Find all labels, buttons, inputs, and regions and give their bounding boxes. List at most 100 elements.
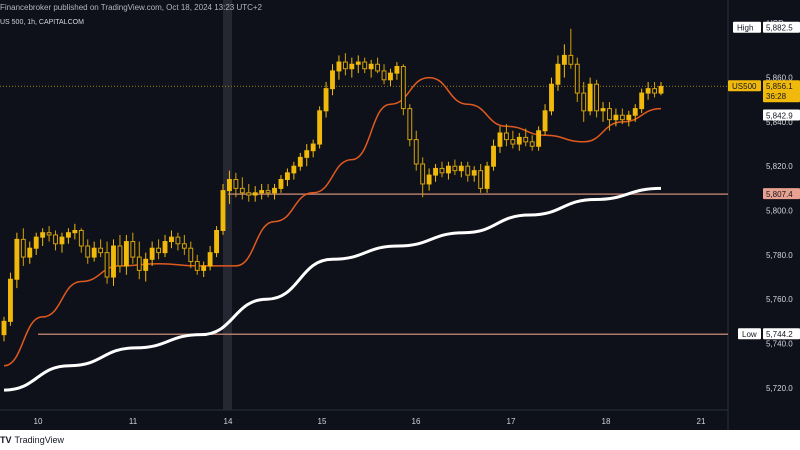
candle: [239, 177, 245, 200]
session-close-band: [223, 0, 232, 410]
candle-body: [516, 136, 522, 145]
candle: [439, 161, 445, 178]
candle: [252, 186, 258, 202]
y-tick-label: 5,860.0: [766, 74, 793, 83]
candle-body: [407, 108, 413, 141]
y-tick-label: 5,820.0: [766, 162, 793, 171]
candle-body: [233, 179, 239, 189]
candle-body: [420, 163, 426, 185]
candle-body: [20, 238, 26, 258]
candle: [111, 239, 116, 286]
price-tag-value: 5,856.1: [766, 82, 793, 91]
candle: [362, 57, 368, 74]
x-tick-label: 10: [34, 417, 43, 426]
candle: [265, 183, 271, 198]
x-tick-label: 18: [602, 417, 611, 426]
candle-body: [471, 170, 477, 176]
candle: [20, 228, 26, 266]
candle: [510, 130, 516, 149]
candle-body: [394, 65, 400, 74]
candle: [323, 82, 329, 118]
candle-body: [368, 63, 374, 70]
candle-body: [104, 252, 110, 278]
candle: [336, 55, 342, 80]
x-tick-label: 14: [224, 417, 233, 426]
candle: [246, 183, 252, 202]
candle: [413, 130, 419, 171]
candle-body: [65, 232, 71, 238]
candle-body: [561, 54, 567, 65]
candle-body: [33, 236, 39, 249]
candle: [497, 126, 503, 153]
candle: [581, 82, 587, 122]
candle: [446, 161, 451, 180]
candle: [368, 59, 374, 78]
y-tick-label: 5,800.0: [766, 207, 793, 216]
price-tag-label-box: [728, 80, 761, 92]
candle-body: [227, 179, 232, 192]
price-chart: USD 5,720.05,740.05,760.05,780.05,800.05…: [0, 0, 800, 430]
candle-body: [46, 232, 52, 236]
candle: [207, 246, 213, 271]
candle-body: [1, 320, 7, 336]
candle: [78, 228, 84, 253]
candle-body: [27, 247, 33, 258]
candle: [201, 261, 207, 278]
candle-body: [123, 241, 129, 267]
candle-body: [413, 139, 419, 165]
candle-body: [336, 61, 342, 72]
candle-body: [98, 247, 104, 254]
candle: [388, 68, 393, 87]
candle-body: [594, 83, 600, 112]
candle: [568, 28, 574, 69]
candle: [433, 164, 438, 182]
candle-body: [452, 165, 458, 172]
x-tick-label: 11: [129, 417, 138, 426]
candle-body: [542, 110, 548, 132]
candle: [162, 234, 168, 258]
price-tags: 5,882.5 High 5,856.136:28 US500 5,842.9 5,807…: [728, 21, 800, 340]
candle: [53, 230, 58, 251]
candle: [420, 157, 426, 198]
candle-body: [626, 114, 632, 121]
candle: [317, 106, 323, 149]
candle: [355, 55, 361, 74]
y-tick-label: 5,760.0: [766, 295, 793, 304]
candle: [188, 241, 194, 269]
candle: [658, 82, 664, 96]
candle-body: [78, 229, 84, 247]
candle-body: [143, 258, 149, 271]
candle-body: [40, 232, 46, 238]
x-tick-label: 21: [697, 417, 706, 426]
price-tag-countdown: 36:28: [766, 92, 787, 101]
plot-area: [0, 0, 800, 430]
candle: [181, 234, 187, 255]
candle: [536, 126, 542, 151]
candle: [33, 232, 39, 255]
candle: [175, 232, 181, 251]
candle-body: [53, 234, 58, 245]
candle: [484, 161, 490, 193]
candle-body: [156, 247, 162, 254]
candle-body: [362, 61, 368, 70]
candle: [491, 139, 496, 171]
candle-body: [587, 83, 593, 112]
y-tick-label: 5,840.0: [766, 118, 793, 127]
candle-body: [632, 108, 638, 116]
candle: [194, 254, 200, 275]
candle-body: [272, 187, 277, 194]
x-tick-label: 17: [507, 417, 516, 426]
candle-body: [8, 278, 13, 322]
candle-body: [349, 63, 355, 70]
candle: [278, 175, 284, 193]
candle: [549, 77, 554, 116]
candle-body: [426, 174, 432, 185]
candle: [607, 101, 612, 131]
candle-body: [323, 88, 329, 112]
candle: [465, 161, 471, 182]
candle-body: [503, 132, 509, 141]
candle-body: [458, 165, 464, 172]
price-tag-box: [763, 80, 800, 103]
candle-body: [555, 63, 561, 85]
candle: [342, 53, 348, 76]
